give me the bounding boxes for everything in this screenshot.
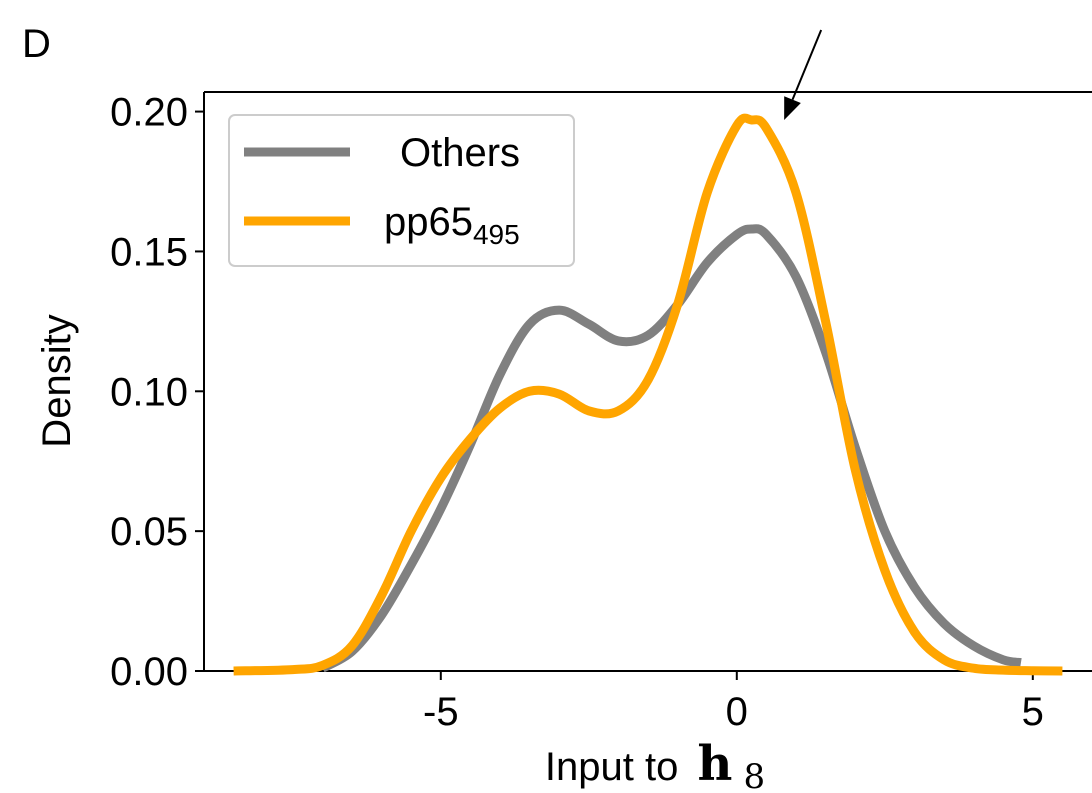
- x-tick-label: 5: [1022, 690, 1044, 734]
- y-tick-label: 0.20: [110, 91, 188, 135]
- legend: Others pp65495: [228, 114, 575, 267]
- y-tick-label: 0.00: [110, 650, 188, 694]
- x-axis-label-prefix: Input to: [545, 745, 678, 789]
- y-tick-label: 0.15: [110, 230, 188, 274]
- y-tick-label: 0.05: [110, 510, 188, 554]
- annotation-arrow-shaft: [791, 29, 823, 101]
- annotation-arrow-head: [784, 96, 801, 120]
- legend-label-pp65: pp65495: [384, 200, 520, 250]
- x-axis-label: Input to h 8: [545, 736, 765, 793]
- series-line-others: [320, 224, 1022, 673]
- y-axis-label: Density: [35, 314, 79, 447]
- series-line-pp65: [233, 113, 1063, 676]
- x-tick-label: 0: [726, 690, 748, 734]
- x-axis-label-math-subscript: 8: [743, 757, 765, 793]
- legend-label-others: Others: [400, 131, 520, 175]
- panel-label: D: [22, 22, 51, 66]
- x-axis-label-math: h: [697, 736, 732, 792]
- x-tick-label: -5: [423, 690, 459, 734]
- plot-area: 0.00 0.05 0.10 0.15 0.20 -5 0 5 Others pp65495: [110, 29, 1092, 734]
- y-tick-label: 0.10: [110, 370, 188, 414]
